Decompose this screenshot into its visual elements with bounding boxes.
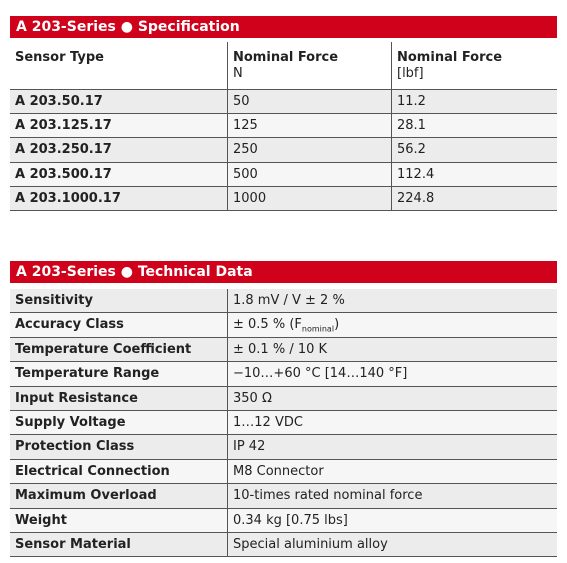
cell-text: 224.8 [397, 190, 435, 206]
table-cell: A 203.125.17 [10, 114, 228, 139]
row-label: Electrical Connection [10, 459, 228, 485]
label-text: Weight [15, 512, 67, 528]
row-value: 0.34 kg [0.75 lbs] [228, 508, 557, 533]
row-label: Sensitivity [10, 289, 228, 314]
row-label: Supply Voltage [10, 411, 228, 436]
cell-text: 112.4 [397, 166, 435, 182]
row-label: Protection Class [10, 435, 228, 460]
value-text: 10-times rated nominal force [233, 488, 423, 504]
table-cell: 1000 [228, 186, 392, 211]
cell-text: 125 [233, 118, 258, 134]
cell-text: 11.2 [397, 94, 426, 109]
cell-text: A 203.500.17 [15, 166, 112, 182]
cell-text: A 203.250.17 [15, 142, 112, 158]
cell-text: A 203.50.17 [15, 94, 103, 109]
value-text: ± 0.1 % / 10 K [233, 341, 328, 357]
tech-title: A 203-Series ● Technical Data [10, 261, 557, 283]
cell-text: 500 [233, 166, 258, 182]
row-value: 1.8 mV / V ± 2 % [228, 289, 557, 314]
cell-text: A 203.1000.17 [15, 190, 121, 206]
cell-text: A 203.125.17 [15, 118, 112, 134]
cell-text: 56.2 [397, 142, 426, 158]
table-cell: 500 [228, 162, 392, 187]
row-value: M8 Connector [228, 459, 557, 485]
value-text: M8 Connector [233, 463, 324, 479]
header-cell: Nominal Force N [228, 42, 392, 90]
table-cell: A 203.250.17 [10, 138, 228, 163]
label-text: Protection Class [15, 439, 135, 455]
label-text: Accuracy Class [15, 317, 124, 333]
header-cell: Nominal Force [lbf] [392, 42, 557, 90]
row-label: Maximum Overload [10, 484, 228, 509]
table-cell: A 203.50.17 [10, 90, 228, 115]
row-value: ± 0.5 % (Fnominal) [228, 313, 557, 338]
row-label: Sensor Material [10, 533, 228, 558]
column-name: Sensor Type [15, 50, 104, 65]
column-name: Nominal Force [397, 50, 503, 65]
row-value: 10-times rated nominal force [228, 484, 557, 509]
column-unit: [lbf] [397, 66, 424, 81]
row-label: Temperature Coefficient [10, 337, 228, 363]
row-value: 350 Ω [228, 386, 557, 411]
value-subscript: nominal [301, 324, 335, 334]
table-cell: 125 [228, 114, 392, 139]
label-text: Maximum Overload [15, 488, 157, 504]
table-cell: 250 [228, 138, 392, 163]
value-text: IP 42 [233, 439, 266, 455]
row-value: −10…+60 °C [14…140 °F] [228, 362, 557, 387]
cell-text: 28.1 [397, 118, 426, 134]
row-value: Special aluminium alloy [228, 533, 557, 558]
row-label: Input Resistance [10, 386, 228, 411]
label-text: Temperature Range [15, 366, 160, 382]
value-text: 350 Ω [233, 390, 272, 406]
row-label: Accuracy Class [10, 313, 228, 338]
table-cell: A 203.500.17 [10, 162, 228, 187]
value-text: ± 0.5 % (F [233, 317, 302, 333]
row-label: Temperature Range [10, 362, 228, 387]
column-unit: N [233, 66, 243, 81]
table-cell: 50 [228, 90, 392, 115]
cell-text: 250 [233, 142, 258, 158]
value-text-end: ) [334, 317, 340, 333]
row-value: ± 0.1 % / 10 K [228, 337, 557, 363]
column-name: Nominal Force [233, 50, 339, 65]
label-text: Electrical Connection [15, 463, 170, 479]
table-cell: 56.2 [392, 138, 557, 163]
spec-title: A 203-Series ● Specification [10, 16, 557, 38]
value-text: 0.34 kg [0.75 lbs] [233, 512, 348, 528]
label-text: Supply Voltage [15, 415, 126, 430]
table-cell: 112.4 [392, 162, 557, 187]
value-text: 1.8 mV / V ± 2 % [233, 293, 345, 308]
table-cell: A 203.1000.17 [10, 186, 228, 211]
cell-text: 50 [233, 94, 250, 109]
table-cell: 224.8 [392, 186, 557, 211]
row-label: Weight [10, 508, 228, 533]
header-cell: Sensor Type [10, 42, 228, 90]
value-text: Special aluminium alloy [233, 537, 388, 552]
row-value: IP 42 [228, 435, 557, 460]
row-value: 1…12 VDC [228, 411, 557, 436]
label-text: Temperature Coefficient [15, 341, 192, 357]
table-cell: 28.1 [392, 114, 557, 139]
label-text: Input Resistance [15, 390, 138, 406]
value-text: −10…+60 °C [14…140 °F] [233, 366, 408, 382]
table-cell: 11.2 [392, 90, 557, 115]
value-text: 1…12 VDC [233, 415, 303, 430]
cell-text: 1000 [233, 190, 267, 206]
label-text: Sensor Material [15, 537, 131, 552]
label-text: Sensitivity [15, 293, 93, 308]
